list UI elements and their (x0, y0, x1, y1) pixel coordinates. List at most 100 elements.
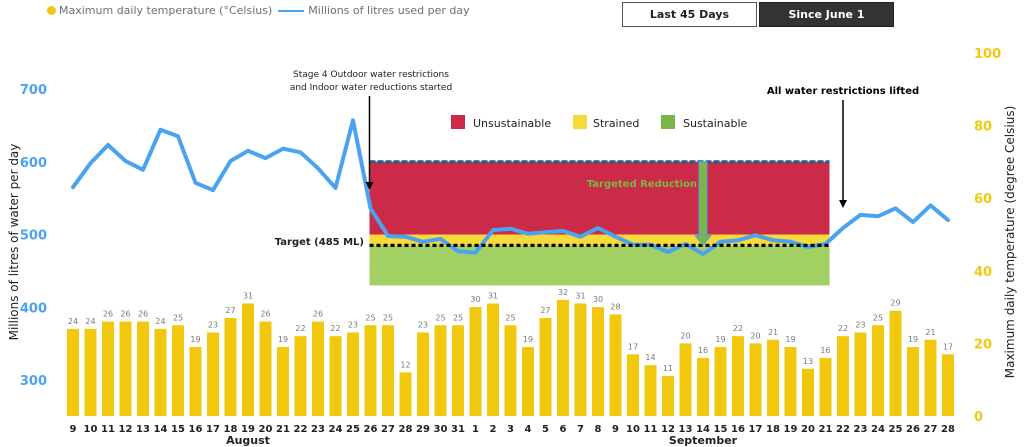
x-tick-label: 22 (294, 424, 308, 435)
restrictions-start-annotation-line1: Stage 4 Outdoor water restrictions (293, 70, 449, 80)
temperature-bar-label: 24 (85, 317, 95, 326)
x-tick-label: 3 (507, 424, 514, 435)
x-tick-label: 24 (871, 424, 885, 435)
temperature-bar-label: 27 (225, 306, 235, 315)
temperature-bar (837, 336, 849, 416)
temperature-bar-label: 16 (698, 346, 708, 355)
temperature-bar (924, 339, 937, 416)
temperature-bar-label: 14 (645, 353, 655, 362)
temperature-bar-label: 23 (348, 321, 358, 330)
left-y-tick-label: 300 (20, 374, 47, 389)
x-tick-label: 16 (731, 424, 745, 435)
targeted-reduction-label: Targeted Reduction (587, 179, 697, 190)
temperature-bar (802, 368, 814, 416)
temperature-bar (522, 347, 534, 416)
temperature-bar-label: 19 (523, 335, 533, 344)
temperature-bar-label: 22 (330, 324, 340, 333)
temperature-bar (312, 321, 324, 416)
temperature-legend-marker (47, 6, 56, 15)
temperature-bar (539, 317, 552, 416)
temperature-bar-label: 23 (855, 321, 865, 330)
x-tick-label: 27 (381, 424, 395, 435)
temperature-bar-label: 19 (278, 335, 288, 344)
x-tick-label: 1 (472, 424, 479, 435)
temperature-bar-label: 24 (68, 317, 78, 326)
temperature-bar (942, 354, 954, 416)
temperature-bar-label: 19 (785, 335, 795, 344)
temperature-bar-label: 21 (925, 328, 935, 337)
month-label: August (226, 434, 270, 447)
strained-legend-swatch (573, 115, 587, 129)
x-tick-label: 2 (490, 424, 497, 435)
x-tick-label: 18 (224, 424, 238, 435)
temperature-bar-label: 17 (943, 342, 953, 351)
x-tick-label: 23 (311, 424, 325, 435)
temperature-bar (487, 303, 499, 416)
temperature-bar-label: 30 (470, 295, 480, 304)
temperature-bar-label: 31 (243, 291, 253, 300)
temperature-bar (889, 310, 902, 416)
temperature-bar (329, 336, 342, 416)
sustainable-legend-swatch (661, 115, 675, 129)
water-usage-line (71, 118, 950, 257)
restrictions-lifted-annotation: All water restrictions lifted (767, 86, 919, 97)
temperature-bar (767, 339, 779, 416)
usage-legend-label: Millions of litres used per day (308, 4, 470, 17)
sustainable-legend-label: Sustainable (683, 117, 748, 130)
x-tick-label: 9 (70, 424, 77, 435)
temperature-bar (399, 372, 412, 416)
x-tick-label: 12 (119, 424, 133, 435)
temperature-bar-label: 25 (365, 313, 375, 322)
temperature-bar (854, 332, 867, 416)
x-tick-label: 20 (259, 424, 273, 435)
temperature-bar (697, 357, 709, 416)
x-tick-label: 11 (101, 424, 115, 435)
month-label: September (669, 434, 738, 447)
unsustainable-legend-label: Unsustainable (473, 117, 551, 130)
temperature-bar-label: 32 (558, 288, 568, 297)
x-tick-label: 10 (84, 424, 98, 435)
temperature-bar (242, 303, 254, 416)
temperature-bar-label: 25 (873, 313, 883, 322)
temperature-bar-label: 19 (190, 335, 200, 344)
restrictions-start-annotation-line2: and Indoor water reductions started (290, 83, 452, 93)
target-label: Target (485 ML) (275, 237, 364, 248)
temperature-bar-label: 23 (208, 321, 218, 330)
temperature-bar-label: 17 (628, 342, 638, 351)
x-tick-label: 15 (714, 424, 728, 435)
temperature-bar-label: 25 (453, 313, 463, 322)
x-tick-label: 13 (679, 424, 693, 435)
temperature-bar (469, 307, 482, 416)
temperature-bar-label: 23 (418, 321, 428, 330)
since-june-1-button[interactable]: Since June 1 (759, 2, 894, 27)
x-tick-label: 26 (906, 424, 920, 435)
x-tick-label: 12 (661, 424, 675, 435)
temperature-bar (749, 343, 762, 416)
left-y-tick-label: 400 (20, 301, 47, 316)
temperature-bar (434, 325, 447, 416)
right-y-tick-label: 0 (974, 410, 983, 425)
temperature-bar-label: 22 (295, 324, 305, 333)
right-y-tick-label: 80 (974, 120, 992, 135)
temperature-bar (347, 332, 359, 416)
temperature-bar (137, 321, 149, 416)
temperature-bar (592, 307, 604, 416)
right-y-tick-label: 60 (974, 192, 992, 207)
temperature-bar-label: 26 (138, 310, 148, 319)
x-tick-label: 22 (836, 424, 850, 435)
usage-legend-marker (278, 9, 305, 12)
x-tick-label: 26 (364, 424, 378, 435)
temperature-bar (154, 328, 167, 416)
x-tick-label: 8 (595, 424, 602, 435)
temperature-legend-label: Maximum daily temperature (°Celsius) (59, 4, 273, 17)
temperature-bar-label: 25 (505, 313, 515, 322)
temperature-bar (102, 321, 114, 416)
x-tick-label: 10 (626, 424, 640, 435)
x-tick-label: 4 (525, 424, 532, 435)
last-45-days-button[interactable]: Last 45 Days (622, 2, 757, 27)
targeted-reduction-arrow-shaft (698, 161, 708, 236)
x-tick-label: 27 (924, 424, 938, 435)
x-tick-label: 25 (889, 424, 903, 435)
temperature-bar (819, 357, 832, 416)
